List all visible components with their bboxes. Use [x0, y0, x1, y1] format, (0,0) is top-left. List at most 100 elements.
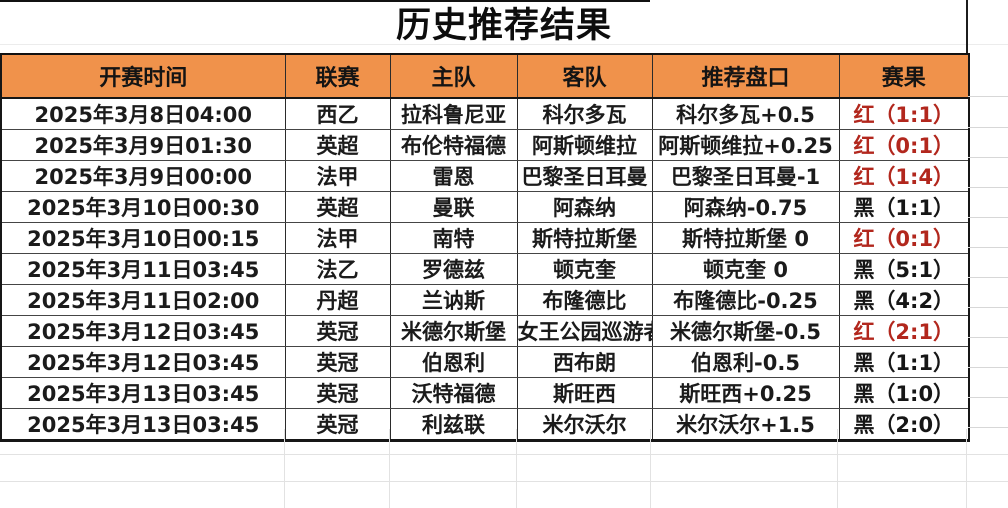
- cell-away[interactable]: 阿斯顿维拉: [516, 129, 652, 161]
- cell-away[interactable]: 斯旺西: [516, 377, 652, 409]
- cell-home[interactable]: 雷恩: [389, 160, 517, 192]
- table-row: 2025年3月9日00:00 法甲 雷恩 巴黎圣日耳曼 巴黎圣日耳曼-1 红（1:4）: [1, 160, 969, 192]
- gridline: [968, 187, 1008, 188]
- cell-league[interactable]: 法甲: [284, 222, 390, 254]
- gridline: [968, 277, 1008, 278]
- cell-league[interactable]: 法甲: [284, 160, 390, 192]
- cell-away[interactable]: 斯特拉斯堡: [516, 222, 652, 254]
- cell-time[interactable]: 2025年3月13日03:45: [1, 408, 285, 441]
- column-header-3[interactable]: 主队: [389, 53, 517, 99]
- gridline: [650, 429, 651, 508]
- cell-league[interactable]: 英冠: [284, 408, 390, 441]
- table-row: 2025年3月13日03:45 英冠 利兹联 米尔沃尔 米尔沃尔+1.5 黑（2:0）: [1, 408, 969, 441]
- gridline: [966, 429, 967, 508]
- cell-result[interactable]: 黑（2:0）: [838, 408, 969, 441]
- cell-result[interactable]: 红（0:1）: [838, 222, 969, 254]
- table-row: 2025年3月8日04:00 西乙 拉科鲁尼亚 科尔多瓦 科尔多瓦+0.5 红（1:1）: [1, 98, 969, 130]
- gridline: [968, 157, 1008, 158]
- table-row: 2025年3月11日03:45 法乙 罗德兹 顿克奎 顿克奎 0 黑（5:1）: [1, 253, 969, 285]
- cell-result[interactable]: 红（1:4）: [838, 160, 969, 192]
- table-row: 2025年3月13日03:45 英冠 沃特福德 斯旺西 斯旺西+0.25 黑（1:0）: [1, 377, 969, 409]
- cell-handicap[interactable]: 米尔沃尔+1.5: [651, 408, 839, 441]
- table-row: 2025年3月12日03:45 英冠 伯恩利 西布朗 伯恩利-0.5 黑（1:1）: [1, 346, 969, 378]
- cell-result[interactable]: 红（2:1）: [838, 315, 969, 347]
- gridline: [968, 397, 1008, 398]
- cell-league[interactable]: 英冠: [284, 346, 390, 378]
- cell-time[interactable]: 2025年3月10日00:15: [1, 222, 285, 254]
- cell-league[interactable]: 英冠: [284, 377, 390, 409]
- gridline: [0, 481, 1008, 482]
- column-header-6[interactable]: 赛果: [838, 53, 969, 99]
- cell-time[interactable]: 2025年3月12日03:45: [1, 315, 285, 347]
- column-header-1[interactable]: 开赛时间: [1, 53, 285, 99]
- cell-league[interactable]: 英超: [284, 191, 390, 223]
- cell-away[interactable]: 科尔多瓦: [516, 98, 652, 130]
- cell-result[interactable]: 黑（1:1）: [838, 346, 969, 378]
- cell-away[interactable]: 女王公园巡游者: [516, 315, 652, 347]
- cell-handicap[interactable]: 阿森纳-0.75: [651, 191, 839, 223]
- cell-result[interactable]: 黑（1:0）: [838, 377, 969, 409]
- cell-league[interactable]: 英冠: [284, 315, 390, 347]
- cell-home[interactable]: 利兹联: [389, 408, 517, 441]
- cell-league[interactable]: 法乙: [284, 253, 390, 285]
- cell-result[interactable]: 黑（4:2）: [838, 284, 969, 316]
- cell-handicap[interactable]: 科尔多瓦+0.5: [651, 98, 839, 130]
- table-header-row: 开赛时间 联赛 主队 客队 推荐盘口 赛果: [1, 53, 969, 99]
- gridline: [837, 429, 838, 508]
- gridline: [968, 307, 1008, 308]
- cell-handicap[interactable]: 米德尔斯堡-0.5: [651, 315, 839, 347]
- cell-league[interactable]: 西乙: [284, 98, 390, 130]
- cell-away[interactable]: 顿克奎: [516, 253, 652, 285]
- table-right-border-extension: [966, 0, 968, 55]
- cell-away[interactable]: 米尔沃尔: [516, 408, 652, 441]
- cell-away[interactable]: 巴黎圣日耳曼: [516, 160, 652, 192]
- cell-home[interactable]: 伯恩利: [389, 346, 517, 378]
- table-row: 2025年3月10日00:15 法甲 南特 斯特拉斯堡 斯特拉斯堡 0 红（0:1）: [1, 222, 969, 254]
- cell-result[interactable]: 黑（5:1）: [838, 253, 969, 285]
- gridline: [968, 127, 1008, 128]
- cell-home[interactable]: 米德尔斯堡: [389, 315, 517, 347]
- cell-away[interactable]: 阿森纳: [516, 191, 652, 223]
- cell-time[interactable]: 2025年3月12日03:45: [1, 346, 285, 378]
- cell-away[interactable]: 西布朗: [516, 346, 652, 378]
- cell-handicap[interactable]: 顿克奎 0: [651, 253, 839, 285]
- cell-league[interactable]: 英超: [284, 129, 390, 161]
- cell-home[interactable]: 拉科鲁尼亚: [389, 98, 517, 130]
- cell-handicap[interactable]: 巴黎圣日耳曼-1: [651, 160, 839, 192]
- cell-home[interactable]: 兰讷斯: [389, 284, 517, 316]
- cell-home[interactable]: 沃特福德: [389, 377, 517, 409]
- cell-time[interactable]: 2025年3月9日00:00: [1, 160, 285, 192]
- cell-result[interactable]: 黑（1:1）: [838, 191, 969, 223]
- cell-home[interactable]: 布伦特福德: [389, 129, 517, 161]
- cell-result[interactable]: 红（1:1）: [838, 98, 969, 130]
- cell-home[interactable]: 曼联: [389, 191, 517, 223]
- cell-time[interactable]: 2025年3月9日01:30: [1, 129, 285, 161]
- cell-handicap[interactable]: 斯特拉斯堡 0: [651, 222, 839, 254]
- cell-handicap[interactable]: 斯旺西+0.25: [651, 377, 839, 409]
- gridline-above-header: [0, 44, 1008, 45]
- column-header-2[interactable]: 联赛: [284, 53, 390, 99]
- cell-away[interactable]: 布隆德比: [516, 284, 652, 316]
- cell-league[interactable]: 丹超: [284, 284, 390, 316]
- table-row: 2025年3月11日02:00 丹超 兰讷斯 布隆德比 布隆德比-0.25 黑（4:2）: [1, 284, 969, 316]
- column-header-4[interactable]: 客队: [516, 53, 652, 99]
- column-header-5[interactable]: 推荐盘口: [651, 53, 839, 99]
- cell-time[interactable]: 2025年3月11日03:45: [1, 253, 285, 285]
- cell-home[interactable]: 南特: [389, 222, 517, 254]
- gridline: [968, 96, 1008, 97]
- cell-handicap[interactable]: 阿斯顿维拉+0.25: [651, 129, 839, 161]
- cell-home[interactable]: 罗德兹: [389, 253, 517, 285]
- gridline: [389, 429, 390, 508]
- cell-time[interactable]: 2025年3月8日04:00: [1, 98, 285, 130]
- cell-handicap[interactable]: 伯恩利-0.5: [651, 346, 839, 378]
- title-cell-top-border: [0, 0, 650, 2]
- cell-time[interactable]: 2025年3月11日02:00: [1, 284, 285, 316]
- cell-handicap[interactable]: 布隆德比-0.25: [651, 284, 839, 316]
- cell-time[interactable]: 2025年3月10日00:30: [1, 191, 285, 223]
- gridline: [516, 429, 517, 508]
- cell-result[interactable]: 红（0:1）: [838, 129, 969, 161]
- gridline: [968, 367, 1008, 368]
- gridline: [968, 247, 1008, 248]
- cell-time[interactable]: 2025年3月13日03:45: [1, 377, 285, 409]
